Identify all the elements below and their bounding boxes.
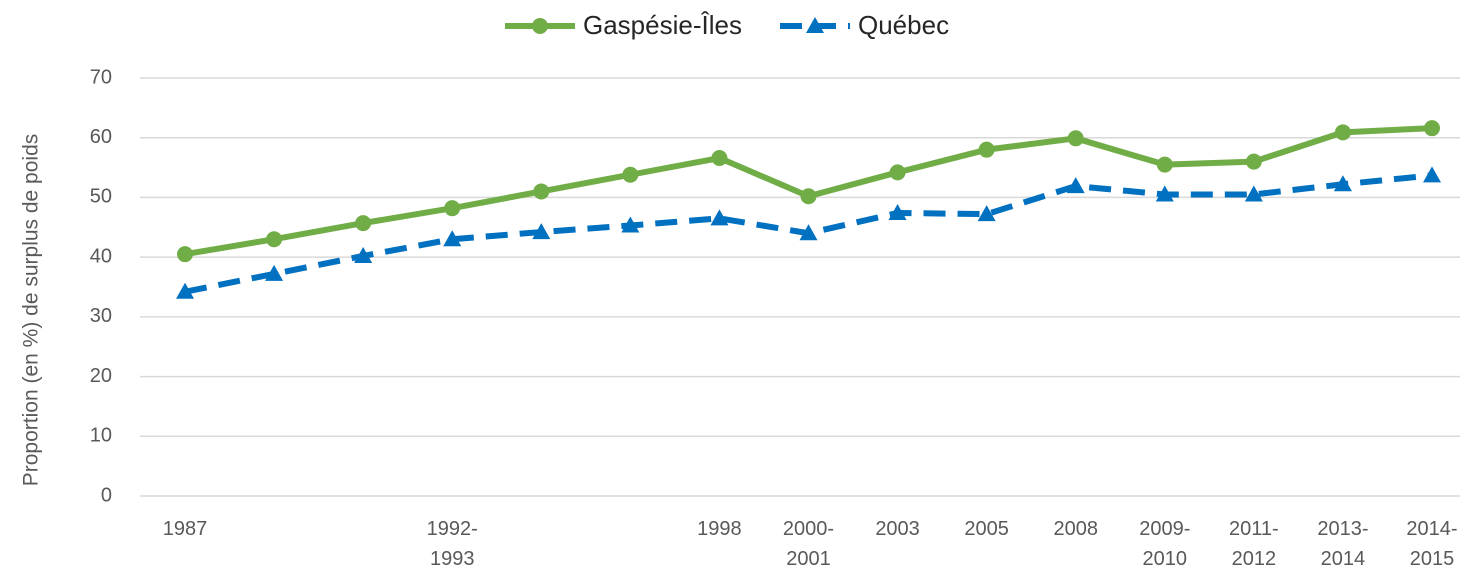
- x-tick-label-line: 2003: [875, 518, 920, 540]
- y-tick-label: 20: [90, 365, 112, 387]
- point: [1334, 124, 1351, 141]
- y-tick-label: 60: [90, 126, 112, 148]
- point: [177, 246, 193, 263]
- legend-label: Gaspésie-Îles: [583, 10, 742, 40]
- point: [977, 205, 996, 222]
- point: [1424, 120, 1440, 137]
- x-tick-label-line: 2014: [1321, 548, 1366, 570]
- point: [532, 223, 551, 240]
- point: [978, 141, 995, 158]
- point: [1156, 156, 1173, 173]
- x-tick-label-line: 2010: [1143, 548, 1188, 570]
- point: [1423, 166, 1441, 183]
- point: [800, 188, 817, 205]
- x-tick-label: 1992- 1993: [427, 518, 478, 570]
- x-tick-label: 2014- 2015: [1406, 518, 1457, 570]
- point: [265, 264, 284, 281]
- x-tick-label: 2003: [875, 518, 920, 540]
- point: [710, 209, 729, 226]
- point: [621, 216, 640, 233]
- point: [888, 203, 907, 220]
- x-tick-label: 2013- 2014: [1317, 518, 1368, 570]
- x-tick-label-line: 2013-: [1317, 518, 1368, 540]
- point: [533, 183, 550, 200]
- x-tick-label-line: 2000-: [783, 518, 834, 540]
- y-tick-label: 40: [90, 245, 112, 267]
- legend-marker: [532, 18, 548, 34]
- x-tick-label-line: 2014-: [1406, 518, 1457, 540]
- point: [443, 230, 462, 247]
- point: [1066, 177, 1085, 194]
- point: [889, 164, 906, 181]
- y-tick-label: 50: [90, 186, 112, 208]
- point: [1245, 153, 1262, 170]
- point: [355, 215, 372, 232]
- x-tick-label: 2011- 2012: [1229, 518, 1279, 570]
- y-tick-label: 10: [90, 425, 112, 447]
- x-tick-label: 1987: [163, 518, 208, 540]
- point: [444, 200, 461, 217]
- y-tick-label: 30: [90, 305, 112, 327]
- point: [176, 282, 194, 299]
- x-tick-label-line: 2005: [964, 518, 1009, 540]
- x-tick-label-line: 2011-: [1229, 518, 1279, 540]
- x-tick-label: 1998: [697, 518, 742, 540]
- x-tick-label: 2009- 2010: [1139, 518, 1190, 570]
- y-tick-label: 70: [90, 66, 112, 88]
- x-tick-label-line: 2012: [1232, 548, 1277, 570]
- point: [1155, 185, 1174, 202]
- y-axis-title: Proportion (en %) de surplus de poids: [20, 134, 43, 487]
- point: [354, 246, 373, 263]
- x-tick-label: 2000- 2001: [783, 518, 834, 570]
- x-tick-label-line: 2015: [1410, 548, 1455, 570]
- x-tick-label-line: 1993: [430, 548, 475, 570]
- legend-marker: [806, 17, 824, 33]
- x-tick-label: 2008: [1053, 518, 1098, 540]
- x-tick-label: 2005: [964, 518, 1009, 540]
- point: [266, 231, 283, 248]
- x-tick-label-line: 1992-: [427, 518, 478, 540]
- point: [1067, 130, 1084, 147]
- point: [1333, 175, 1352, 192]
- x-tick-label-line: 2009-: [1139, 518, 1190, 540]
- x-tick-label-line: 2001: [786, 548, 831, 570]
- x-tick-label-line: 2008: [1053, 518, 1098, 540]
- legend-label: Québec: [858, 10, 949, 40]
- x-tick-label-line: 1998: [697, 518, 742, 540]
- point: [1244, 185, 1263, 202]
- point: [711, 150, 728, 167]
- point: [622, 166, 639, 183]
- point: [799, 224, 818, 241]
- x-tick-label-line: 1987: [163, 518, 208, 540]
- y-tick-label: 0: [101, 484, 112, 506]
